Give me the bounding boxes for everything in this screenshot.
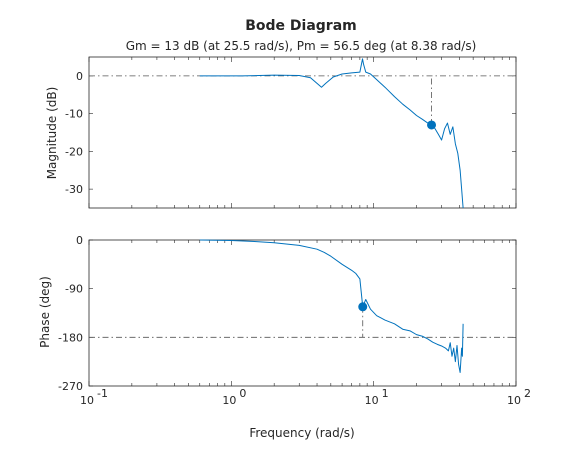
x-tick-label: 10 xyxy=(80,394,94,407)
chart-title: Bode Diagram xyxy=(245,18,357,34)
magnitude-response-line xyxy=(199,58,464,209)
phase-axes-box xyxy=(88,239,517,387)
magnitude-axes-box xyxy=(88,56,517,209)
phase-y-tick-label: -180 xyxy=(58,331,83,344)
x-axis-label: Frequency (rad/s) xyxy=(249,426,354,440)
magnitude-y-tick-label: -10 xyxy=(65,108,83,121)
x-tick-label: 10 xyxy=(222,394,236,407)
magnitude-y-tick-label: -20 xyxy=(65,145,83,158)
x-tick-exponent: 0 xyxy=(239,387,246,400)
x-tick-exponent: 2 xyxy=(524,387,531,400)
phase-y-tick-label: -90 xyxy=(65,283,83,296)
x-tick-exponent: -1 xyxy=(97,387,108,400)
phase-y-tick-label: -270 xyxy=(58,380,83,393)
phase-y-tick-label: 0 xyxy=(76,234,83,247)
magnitude-y-axis-label: Magnitude (dB) xyxy=(45,87,59,180)
magnitude-panel: 0 -10 -20 -30 xyxy=(65,56,517,209)
chart-subtitle: Gm = 13 dB (at 25.5 rad/s), Pm = 56.5 de… xyxy=(126,39,477,53)
magnitude-y-tick-label: 0 xyxy=(76,70,83,83)
x-tick-label: 10 xyxy=(365,394,379,407)
phase-margin-marker[interactable] xyxy=(358,302,368,312)
x-tick-exponent: 1 xyxy=(382,387,389,400)
phase-response-line xyxy=(199,239,464,373)
phase-y-axis-label: Phase (deg) xyxy=(38,276,52,348)
magnitude-y-tick-label: -30 xyxy=(65,183,83,196)
magnitude-margin-marker[interactable] xyxy=(427,120,437,130)
x-tick-label: 10 xyxy=(507,394,521,407)
